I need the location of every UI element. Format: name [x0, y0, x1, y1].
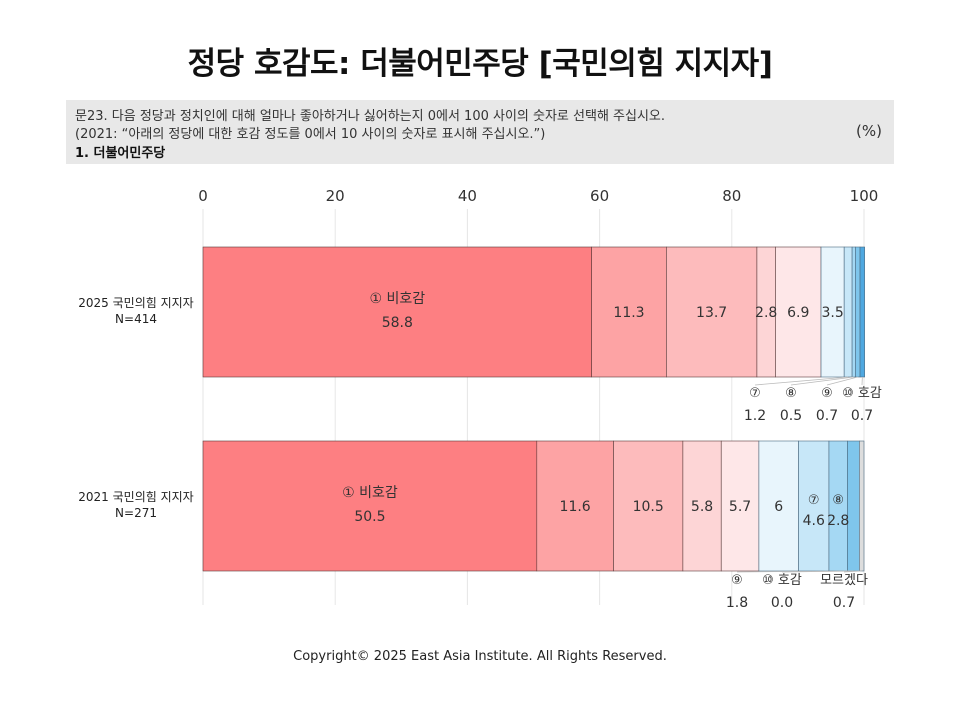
bar-segment — [855, 246, 861, 378]
unit-label: (%) — [856, 122, 882, 140]
segment-value-label: 6 — [774, 499, 783, 515]
segment-name-label: ⑦ — [808, 493, 820, 508]
x-tick-label: 0 — [198, 187, 208, 205]
segment-value-label: 50.5 — [354, 509, 385, 525]
bar-segment — [591, 246, 667, 378]
segment-value-label: 0.5 — [780, 408, 802, 424]
category-label: 2021 국민의힘 지지자 — [78, 490, 193, 504]
segment-name-label: ⑩ 호감 — [842, 386, 882, 401]
segment-value-label: 11.3 — [613, 305, 644, 321]
segment-value-label: 6.9 — [787, 305, 809, 321]
category-count: N=271 — [115, 506, 157, 520]
segment-value-label: 10.5 — [633, 499, 664, 515]
segment-name-label: ⑩ 호감 — [762, 573, 802, 588]
bar-segment — [758, 440, 799, 572]
bar-segment — [859, 246, 865, 378]
segment-value-label: 13.7 — [696, 305, 727, 321]
segment-value-label: 5.8 — [691, 499, 713, 515]
segment-value-label: 5.7 — [729, 499, 751, 515]
segment-value-label: 0.7 — [816, 408, 838, 424]
leader-line — [790, 376, 854, 386]
segment-value-label: 58.8 — [382, 315, 413, 331]
segment-value-label: 2.8 — [827, 513, 849, 529]
bar-segment — [682, 440, 722, 572]
segment-value-label: 0.7 — [833, 595, 855, 611]
segment-value-label: 1.2 — [744, 408, 766, 424]
category-label: 2025 국민의힘 지지자 — [78, 296, 193, 310]
copyright-footer: Copyright© 2025 East Asia Institute. All… — [293, 649, 667, 664]
leader-line — [754, 376, 849, 386]
bar-segment — [798, 440, 830, 572]
bar-segment — [202, 440, 538, 572]
question-item: 1. 더불어민주당 — [75, 146, 166, 161]
bar-segment — [536, 440, 614, 572]
bar-segment — [202, 246, 592, 378]
leader-line — [826, 376, 858, 386]
leader-line — [781, 570, 860, 573]
x-tick-label: 40 — [458, 187, 477, 205]
segment-value-label: 4.6 — [803, 513, 825, 529]
segment-name-label: ⑦ — [749, 386, 761, 401]
segment-name-label: ⑨ — [821, 386, 833, 401]
x-tick-label: 100 — [850, 187, 879, 205]
category-count: N=414 — [115, 312, 157, 326]
question-box: 문23. 다음 정당과 정치인에 대해 얼마나 좋아하거나 싫어하는지 0에서 … — [66, 100, 894, 164]
bar-segment — [666, 246, 758, 378]
bar-segment — [859, 440, 865, 572]
x-tick-label: 60 — [590, 187, 609, 205]
bar-segment — [851, 246, 856, 378]
bar-segment — [613, 440, 684, 572]
question-text: 문23. 다음 정당과 정치인에 대해 얼마나 좋아하거나 싫어하는지 0에서 … — [75, 109, 666, 124]
bar-segment — [847, 440, 860, 572]
bar-segment — [720, 440, 760, 572]
segment-name-label: ⑨ — [731, 573, 743, 588]
segment-name-label: ⑧ — [785, 386, 797, 401]
segment-name-label: ⑧ — [832, 493, 844, 508]
chart-title: 정당 호감도: 더불어민주당 [국민의힘 지지자] — [187, 46, 773, 82]
bar-segment — [843, 246, 853, 378]
question-note: (2021: “아래의 정당에 대한 호감 정도를 0에서 10 사이의 숫자로… — [75, 127, 546, 142]
bar-segment — [775, 246, 822, 378]
leader-line — [843, 570, 862, 573]
x-tick-label: 20 — [326, 187, 345, 205]
segment-name-label: ① 비호감 — [342, 485, 398, 501]
segment-value-label: 0.7 — [851, 408, 873, 424]
segment-value-label: 1.8 — [726, 595, 748, 611]
segment-value-label: 3.5 — [821, 305, 843, 321]
segment-value-label: 11.6 — [560, 499, 591, 515]
segment-name-label: ① 비호감 — [370, 291, 426, 307]
segment-value-label: 2.8 — [755, 305, 777, 321]
segment-name-label: 모르겠다 — [820, 573, 868, 588]
x-tick-label: 80 — [722, 187, 741, 205]
segment-value-label: 0.0 — [771, 595, 793, 611]
